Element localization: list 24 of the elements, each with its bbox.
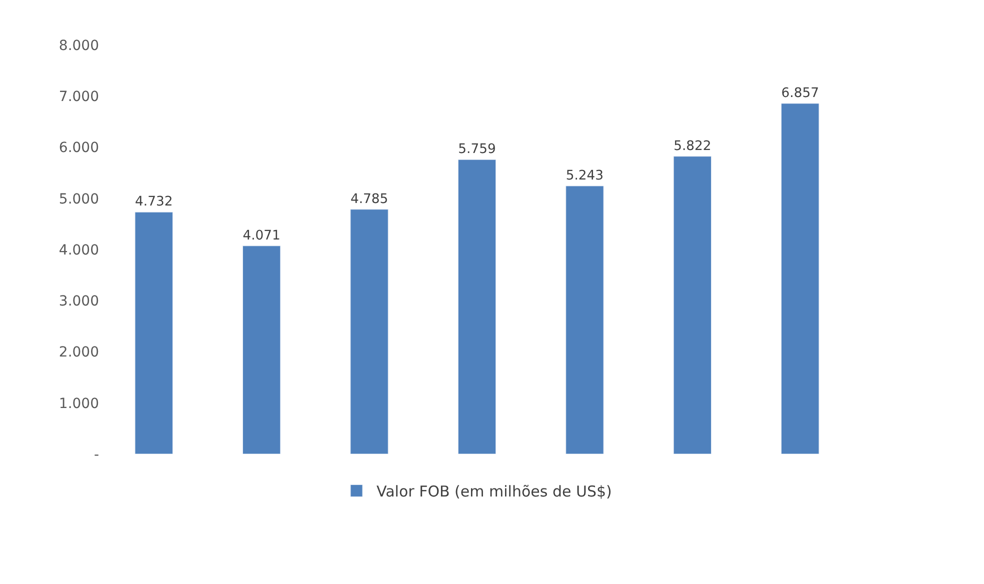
bar xyxy=(350,209,388,454)
y-tick-label: - xyxy=(94,446,99,463)
bar xyxy=(566,186,604,454)
y-tick-label: 8.000 xyxy=(58,38,99,54)
legend-label: Valor FOB (em milhões de US$) xyxy=(376,482,612,501)
data-label: 5.822 xyxy=(674,138,712,154)
y-tick-label: 1.000 xyxy=(58,396,99,412)
bar xyxy=(781,103,820,454)
data-label: 6.857 xyxy=(781,86,819,101)
bar xyxy=(242,246,281,454)
bar xyxy=(673,156,712,454)
bar xyxy=(134,212,173,454)
data-label: 4.785 xyxy=(350,192,388,207)
data-label: 4.732 xyxy=(135,194,173,210)
data-label: 5.759 xyxy=(458,142,496,158)
y-tick-label: 4.000 xyxy=(58,242,99,258)
y-tick-label: 5.000 xyxy=(58,191,99,208)
y-tick-label: 7.000 xyxy=(58,89,99,106)
data-label: 4.071 xyxy=(242,228,280,244)
y-tick-label: 6.000 xyxy=(58,140,99,156)
bar xyxy=(458,159,496,454)
y-tick-label: 2.000 xyxy=(58,344,99,361)
y-tick-label: 3.000 xyxy=(58,294,99,310)
data-label: 5.243 xyxy=(566,168,604,184)
